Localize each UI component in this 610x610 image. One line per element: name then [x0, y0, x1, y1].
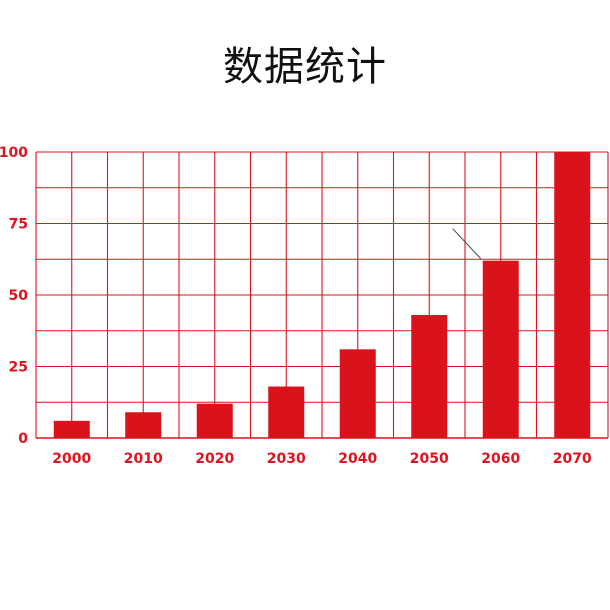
bars — [53, 152, 591, 438]
x-tick-label: 2030 — [267, 451, 306, 467]
bar-2050 — [411, 315, 448, 438]
x-tick-label: 2000 — [52, 451, 91, 467]
y-tick-label: 100 — [0, 145, 28, 161]
annotation-leader-line — [452, 228, 482, 260]
bar-2020 — [196, 403, 233, 438]
y-tick-label: 25 — [9, 360, 28, 376]
annotations — [452, 228, 482, 260]
y-tick-label: 75 — [9, 217, 28, 233]
y-axis-ticks: 0 25 50 75 100 — [0, 145, 28, 447]
x-tick-label: 2050 — [410, 451, 449, 467]
x-tick-label: 2060 — [481, 451, 520, 467]
y-tick-label: 50 — [9, 288, 29, 304]
x-tick-label: 2020 — [195, 451, 234, 467]
x-tick-label: 2070 — [553, 451, 592, 467]
chart-title: 数据统计 — [223, 44, 387, 90]
grid — [35, 151, 609, 439]
bar-2040 — [339, 349, 376, 438]
bar-2070 — [554, 152, 591, 438]
x-tick-label: 2040 — [338, 451, 377, 467]
bar-2010 — [125, 412, 162, 438]
x-axis-ticks: 2000 2010 2020 2030 2040 2050 2060 2070 — [52, 451, 592, 467]
x-tick-label: 2010 — [124, 451, 163, 467]
bar-2000 — [53, 420, 90, 438]
y-tick-label: 0 — [18, 431, 28, 447]
bar-2030 — [268, 386, 305, 438]
bar-2060 — [482, 260, 519, 438]
